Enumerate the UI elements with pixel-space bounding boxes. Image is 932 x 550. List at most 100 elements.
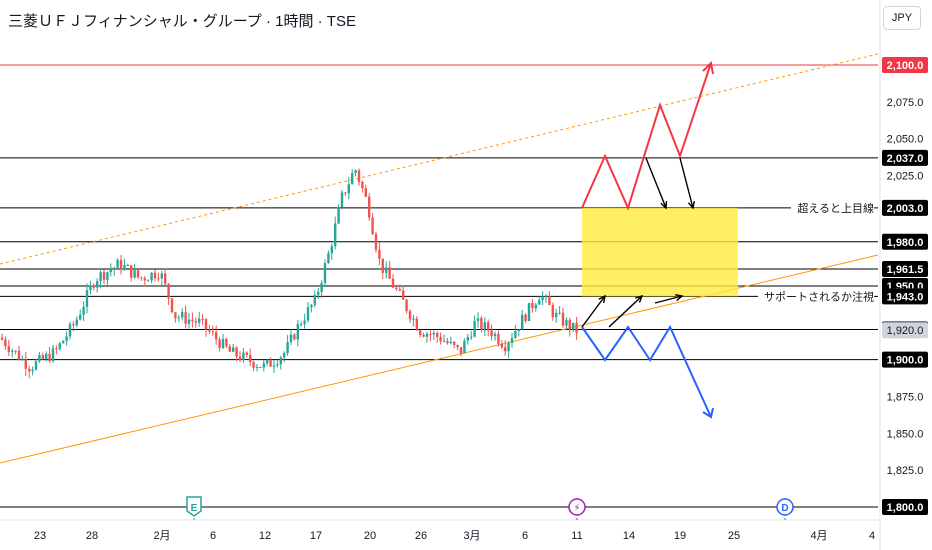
candle-body	[75, 319, 78, 326]
candle-body	[310, 304, 313, 308]
candle-body	[283, 352, 286, 358]
x-tick-label: 26	[415, 530, 427, 542]
candle-body	[109, 269, 112, 273]
candle-body	[470, 336, 473, 338]
candle-body	[330, 246, 333, 254]
event-marker[interactable]: ⚡	[568, 498, 586, 520]
candle-body	[238, 356, 242, 361]
candle-body	[395, 287, 398, 290]
x-tick-label: 14	[623, 530, 635, 542]
candle-body	[385, 267, 388, 273]
event-marker[interactable]: D	[776, 498, 794, 520]
candle-body	[490, 330, 493, 337]
y-tick-label: 1,850.0	[887, 428, 924, 440]
price-level-badge	[882, 149, 928, 166]
candle-body	[221, 338, 225, 349]
candle-body	[228, 346, 231, 352]
x-tick-label: 12	[259, 530, 271, 542]
candle-body	[561, 312, 565, 326]
candle-body	[31, 369, 34, 372]
candle-body	[266, 360, 269, 364]
candle-body	[133, 270, 136, 278]
scenario-arrow[interactable]	[645, 157, 667, 209]
candle-body	[82, 306, 85, 315]
candle-body	[432, 333, 435, 335]
candle-body	[473, 320, 476, 337]
candle-body	[259, 366, 262, 368]
candle-body	[436, 333, 439, 338]
candle-body	[215, 332, 218, 340]
candle-body	[136, 270, 140, 278]
candle-body	[150, 272, 153, 281]
candle-body	[119, 260, 123, 270]
bullish-scenario-path[interactable]	[581, 62, 712, 211]
price-level-badge	[882, 199, 928, 216]
scenario-arrow[interactable]	[608, 295, 643, 328]
candle-body	[167, 283, 170, 299]
scenario-arrow[interactable]	[679, 157, 694, 209]
candle-body	[323, 263, 327, 284]
candle-body	[218, 339, 221, 349]
annotation-text[interactable]: 超えると上目線	[797, 201, 874, 215]
candle-body	[143, 278, 146, 281]
candle-body	[58, 343, 61, 349]
candle-body	[293, 334, 296, 340]
scenario-arrow[interactable]	[654, 295, 683, 304]
annotation-text[interactable]: サポートされるか注視	[764, 289, 874, 303]
candle-body	[191, 319, 194, 322]
candle-body	[177, 317, 180, 319]
currency-button[interactable]: JPY	[883, 6, 921, 30]
chart-title: 三菱ＵＦＪフィナンシャル・グループ · 1時間 · TSE	[8, 13, 356, 30]
scenario-arrow[interactable]	[581, 295, 606, 328]
candle-body	[317, 291, 320, 295]
target-zone-box[interactable]	[582, 207, 738, 297]
candle-body	[378, 249, 381, 259]
candle-body	[374, 234, 378, 250]
candle-body	[187, 319, 191, 324]
candle-body	[99, 272, 102, 282]
candle-body	[507, 342, 510, 352]
candle-body	[500, 343, 503, 348]
bearish-arrow-head	[702, 407, 714, 419]
candle-body	[459, 347, 463, 354]
candle-body	[456, 345, 459, 348]
candle-body	[272, 365, 276, 367]
candle-body	[249, 354, 252, 362]
bearish-scenario-path[interactable]	[581, 324, 712, 418]
candle-body	[89, 285, 92, 291]
x-tick-label: 3月	[463, 530, 480, 542]
candle-body	[24, 358, 27, 369]
candle-body	[449, 341, 452, 344]
candle-body	[422, 335, 425, 337]
candle-body	[334, 223, 337, 247]
candle-body	[398, 289, 401, 291]
candle-body	[517, 329, 520, 331]
candle-body	[242, 352, 245, 361]
scenario-arrow-head	[687, 200, 696, 210]
candle-body	[493, 333, 497, 337]
price-level-label: 2,003.0	[887, 203, 924, 215]
candle-body	[548, 296, 551, 306]
candle-body	[181, 312, 184, 318]
earnings-marker-icon	[186, 496, 202, 517]
upper-channel-line[interactable]	[0, 53, 879, 265]
event-marker[interactable]: E	[186, 496, 202, 520]
candle-body	[65, 336, 68, 341]
candle-body	[130, 265, 133, 278]
scenario-arrow-head	[635, 294, 644, 303]
candle-body	[534, 304, 537, 309]
candle-body	[527, 302, 531, 321]
candle-body	[48, 353, 51, 362]
candle-body	[483, 322, 486, 330]
candle-body	[184, 312, 187, 324]
x-tick-label: 25	[728, 530, 740, 542]
x-tick-label: 28	[86, 530, 98, 542]
candle-body	[102, 272, 106, 280]
candle-body	[14, 350, 17, 352]
candle-body	[198, 318, 201, 323]
candle-body	[51, 348, 55, 362]
candle-body	[351, 172, 354, 185]
candle-body	[232, 347, 235, 352]
candle-body	[313, 294, 316, 305]
